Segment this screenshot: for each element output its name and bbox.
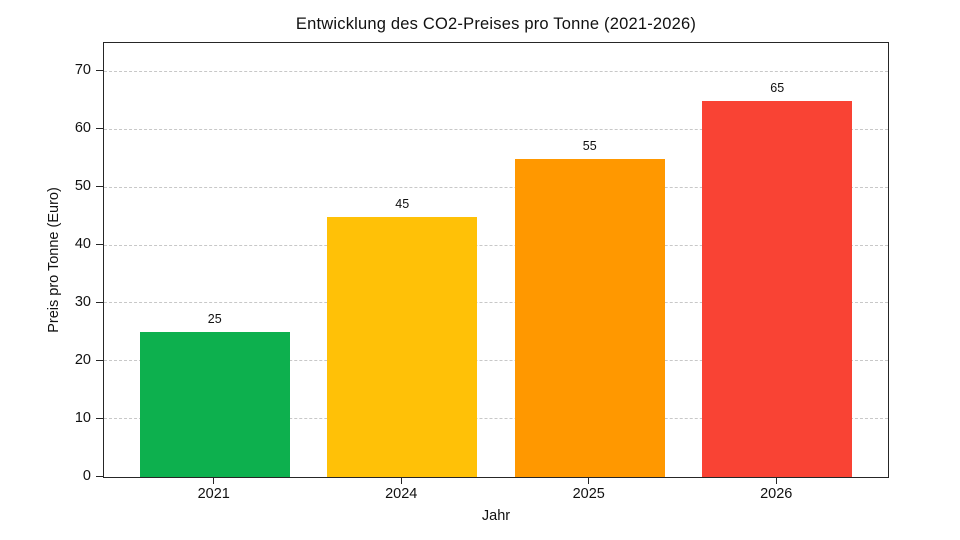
y-tick-mark xyxy=(96,128,103,130)
bar xyxy=(139,332,290,477)
bar xyxy=(702,100,853,477)
gridline xyxy=(104,418,888,420)
bar-value-label: 25 xyxy=(207,312,222,327)
plot-area: 25 45 55 65 xyxy=(103,42,889,478)
y-tick-label: 40 xyxy=(74,236,91,253)
y-tick-mark xyxy=(96,417,103,419)
x-tick-label: 2025 xyxy=(572,486,605,502)
x-tick-label: 2021 xyxy=(197,486,230,502)
y-tick-mark xyxy=(96,301,103,303)
x-axis-label: Jahr xyxy=(481,508,511,524)
y-tick-mark xyxy=(96,70,103,72)
y-tick-label: 10 xyxy=(74,409,91,426)
chart-title: Entwicklung des CO2-Preises pro Tonne (2… xyxy=(295,15,697,33)
y-tick-label: 0 xyxy=(82,467,91,484)
x-tick-mark xyxy=(400,477,402,484)
y-tick-label: 50 xyxy=(74,178,91,195)
y-tick-mark xyxy=(96,475,103,477)
x-tick-mark xyxy=(213,477,215,484)
bar xyxy=(514,158,665,477)
y-tick-label: 70 xyxy=(74,62,91,79)
bar-value-label: 45 xyxy=(395,196,410,211)
x-tick-label: 2024 xyxy=(385,486,418,502)
bar-value-label: 55 xyxy=(582,138,597,153)
bar-value-label: 65 xyxy=(770,80,785,95)
y-tick-mark xyxy=(96,359,103,361)
y-axis-label: Preis pro Tonne (Euro) xyxy=(46,187,62,333)
bar xyxy=(327,216,478,477)
gridline xyxy=(104,186,888,188)
gridline xyxy=(104,302,888,304)
y-tick-label: 20 xyxy=(74,351,91,368)
gridline xyxy=(104,70,888,72)
gridline xyxy=(104,360,888,362)
y-tick-mark xyxy=(96,244,103,246)
x-tick-mark xyxy=(775,477,777,484)
x-tick-mark xyxy=(588,477,590,484)
x-tick-label: 2026 xyxy=(760,486,793,502)
gridline xyxy=(104,244,888,246)
y-tick-mark xyxy=(96,186,103,188)
y-tick-label: 30 xyxy=(74,293,91,310)
y-tick-label: 60 xyxy=(74,120,91,137)
gridline xyxy=(104,128,888,130)
